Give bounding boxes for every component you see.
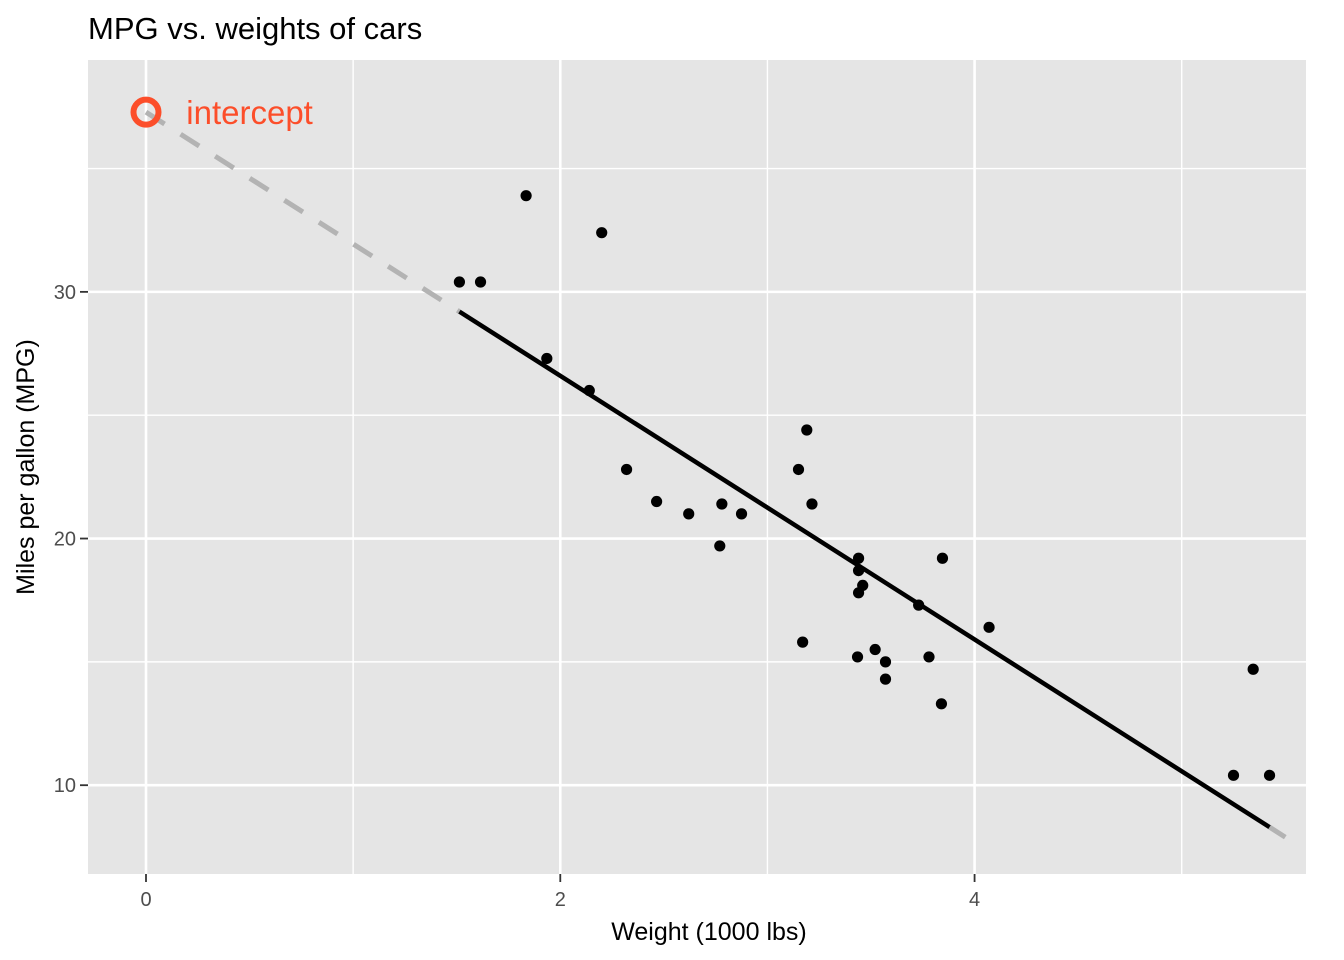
tick-labels: 0 2 4 10 20 30 (54, 282, 980, 911)
data-point-27 (453, 276, 466, 288)
data-point-31 (716, 498, 728, 510)
data-point-29 (714, 540, 726, 552)
data-point-13 (923, 651, 935, 663)
intercept-annotation: intercept (130, 94, 313, 131)
data-point-6 (879, 673, 892, 685)
plot-panel (88, 60, 1306, 874)
data-point-16 (1247, 663, 1259, 675)
data-point-25 (541, 352, 553, 365)
intercept-label: intercept (186, 94, 313, 131)
x-tick-label-2: 4 (969, 889, 980, 911)
data-point-10 (852, 587, 865, 599)
data-point-15 (1263, 769, 1276, 781)
fit-line (458, 309, 1271, 830)
data-point-14 (1227, 769, 1240, 781)
minor-gridlines (88, 60, 1306, 874)
data-point-2 (620, 463, 633, 476)
x-tick-label-1: 2 (555, 889, 566, 911)
data-point-18 (474, 276, 487, 288)
plot-title: MPG vs. weights of cars (88, 11, 422, 46)
major-gridlines (88, 60, 1306, 874)
data-point-12 (913, 599, 925, 611)
data-point-20 (651, 495, 663, 508)
y-tick-label-0: 10 (54, 775, 76, 797)
data-point-7 (801, 424, 813, 436)
data-point-3 (806, 498, 818, 510)
y-tick-label-1: 20 (54, 529, 76, 551)
data-point-19 (520, 190, 532, 202)
data-point-21 (869, 643, 881, 656)
data-point-28 (797, 636, 809, 648)
x-tick-label-0: 0 (140, 889, 151, 911)
data-point-1 (735, 508, 748, 520)
y-axis-label: Miles per gallon (MPG) (12, 339, 40, 595)
data-point-4 (852, 565, 865, 577)
fit-line-extension-0 (144, 110, 461, 314)
x-axis-label: Weight (1000 lbs) (611, 918, 806, 946)
data-points (453, 190, 1276, 781)
data-point-23 (935, 698, 948, 710)
y-tick-label-2: 30 (54, 282, 76, 304)
data-point-24 (936, 552, 949, 564)
data-point-22 (851, 651, 864, 663)
intercept-marker (130, 96, 162, 128)
data-point-26 (583, 384, 595, 397)
data-point-11 (983, 621, 995, 633)
axis-ticks (80, 290, 976, 882)
data-point-0 (683, 508, 695, 520)
data-point-8 (792, 463, 805, 476)
data-point-9 (852, 552, 865, 564)
fit-line-extension-1 (1268, 825, 1287, 840)
data-point-30 (879, 656, 892, 668)
regression-line (144, 110, 1287, 840)
data-point-17 (596, 227, 608, 239)
